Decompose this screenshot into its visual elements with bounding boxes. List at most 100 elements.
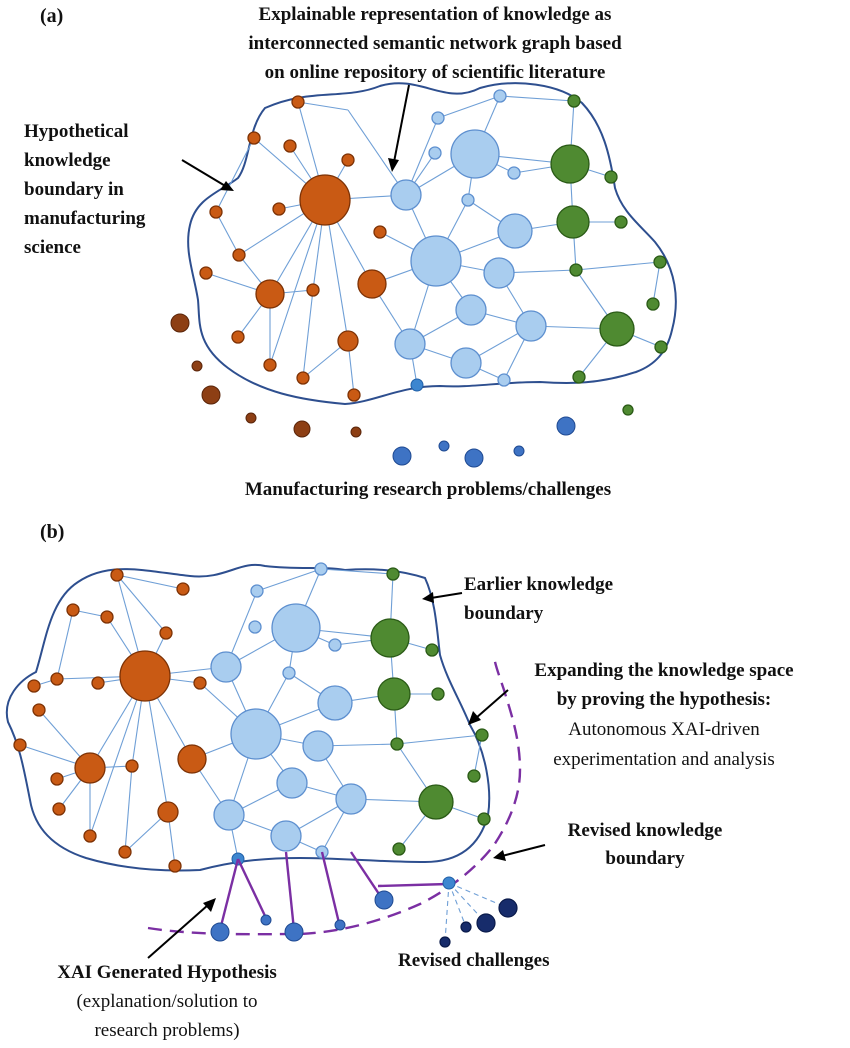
node-green-small [604, 170, 618, 184]
problem-node [245, 412, 257, 424]
problem-node [438, 440, 450, 452]
node-orange-small [231, 330, 245, 344]
node-orange [74, 752, 106, 784]
node-blue-small [461, 193, 475, 207]
node-blue-small [497, 373, 511, 387]
node-orange-small [83, 829, 97, 843]
node-orange-small [341, 153, 355, 167]
node-green-small [425, 643, 439, 657]
node-green-small [431, 687, 445, 701]
node-blue [317, 685, 353, 721]
hypothetical-knowledge-boundary [187, 82, 677, 406]
node-orange-small [306, 283, 320, 297]
node-blue-small [328, 638, 342, 652]
graph-a-nodes [199, 89, 668, 402]
revised-boundary-label-line-2: boundary [605, 848, 685, 869]
node-blue-small [507, 166, 521, 180]
node-orange [255, 279, 285, 309]
expanding-title-line-1: Expanding the knowledge space [534, 660, 793, 681]
node-blue [515, 310, 547, 342]
node-blue-small [493, 89, 507, 103]
revised-challenge-node [498, 898, 518, 918]
node-orange-small [159, 626, 173, 640]
node-blue [394, 328, 426, 360]
node-blue-large [450, 129, 500, 179]
node-orange-small [32, 703, 46, 717]
node-green-small [646, 297, 660, 311]
graph-title-line-2: interconnected semantic network graph ba… [248, 33, 622, 54]
node-green-small [392, 842, 406, 856]
node-green-small [569, 263, 583, 277]
node-orange-small [291, 95, 305, 109]
node-green [418, 784, 454, 820]
node-orange [357, 269, 387, 299]
xai-hypothesis-body-line-2: research problems) [94, 1020, 239, 1041]
node-blue [302, 730, 334, 762]
node-green-small [475, 728, 489, 742]
problem-node [513, 445, 525, 457]
node-orange-small [52, 802, 66, 816]
boundary-label-line-5: science [24, 237, 81, 258]
node-orange-small [193, 676, 207, 690]
revised-challenge-node [476, 913, 496, 933]
node-blue [497, 213, 533, 249]
node-blue [450, 347, 482, 379]
node-green-small [614, 215, 628, 229]
node-orange-small [209, 205, 223, 219]
xai-hypothesis-title: XAI Generated Hypothesis [57, 962, 277, 983]
node-green-small [567, 94, 581, 108]
problem-node [201, 385, 221, 405]
xai-hypothesis-body-line-1: (explanation/solution to [76, 991, 257, 1012]
problems-label: Manufacturing research problems/challeng… [245, 479, 611, 500]
revised-challenges-label: Revised challenges [398, 950, 549, 971]
node-blue [483, 257, 515, 289]
expanding-body-line-2: experimentation and analysis [553, 749, 775, 770]
node-orange-small [199, 266, 213, 280]
problem-node [556, 416, 576, 436]
node-orange-small [176, 582, 190, 596]
hypothesis-node [334, 919, 346, 931]
problem-node [622, 404, 634, 416]
node-blue [210, 651, 242, 683]
graph-title-line-3: on online repository of scientific liter… [265, 62, 606, 83]
node-green-small [467, 769, 481, 783]
node-orange-small [50, 672, 64, 686]
revised-challenge-node [460, 921, 472, 933]
boundary-label-line-1: Hypothetical [24, 121, 129, 142]
node-blue-small [314, 562, 328, 576]
node-orange [177, 744, 207, 774]
boundary-label-line-2: knowledge [24, 150, 111, 171]
xai-hypothesis-links [218, 851, 449, 931]
node-blue-large [410, 235, 462, 287]
expanding-space-arrow [475, 689, 509, 719]
revised-challenges-fan [439, 876, 518, 948]
node-orange-small [110, 568, 124, 582]
revised-boundary-label-line-1: Revised knowledge [568, 820, 723, 841]
panel-a-label: (a) [40, 5, 63, 27]
node-mid-blue-small [410, 378, 424, 392]
boundary-label-line-4: manufacturing [24, 208, 146, 229]
hypothesis-node [374, 890, 394, 910]
research-problem-nodes [170, 313, 634, 468]
node-orange [337, 330, 359, 352]
problem-node [191, 360, 203, 372]
revised-challenge-node [439, 936, 451, 948]
node-orange-small [66, 603, 80, 617]
node-blue [335, 783, 367, 815]
graph-pointer-arrow [393, 84, 410, 163]
problem-node [293, 420, 311, 438]
node-green-small [572, 370, 586, 384]
node-green-small [390, 737, 404, 751]
node-green-small [653, 255, 667, 269]
hypothesis-arrow [147, 904, 209, 959]
node-orange-small [247, 131, 261, 145]
expanding-body-line-1: Autonomous XAI-driven [568, 719, 760, 740]
node-blue-large [271, 603, 321, 653]
node-orange-small [91, 676, 105, 690]
hypothesis-node [284, 922, 304, 942]
node-blue-small [428, 146, 442, 160]
earlier-boundary-arrow [430, 592, 463, 599]
node-green-small [654, 340, 668, 354]
problem-node [392, 446, 412, 466]
